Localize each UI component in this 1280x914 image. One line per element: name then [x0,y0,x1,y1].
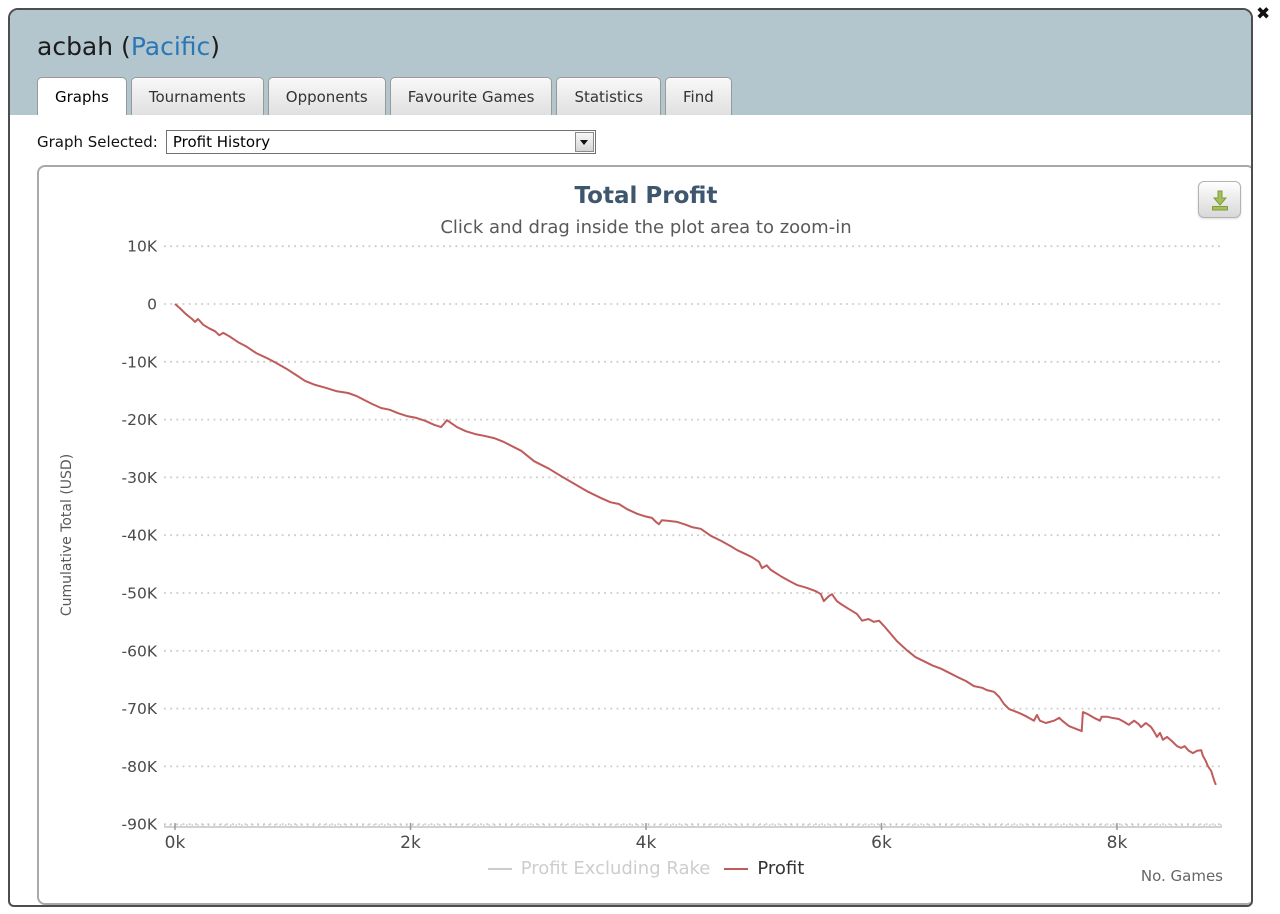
tab-graphs[interactable]: Graphs [37,77,127,115]
y-tick-label: -70K [122,700,158,718]
tab-statistics[interactable]: Statistics [556,77,662,115]
x-tick-label: 2k [400,833,421,853]
y-tick-label: 0 [147,296,157,314]
tab-label: Favourite Games [407,87,535,106]
tab-tournaments[interactable]: Tournaments [130,77,264,115]
y-tick-label: -80K [122,758,158,776]
tab-label: Statistics [574,87,644,106]
paren-open: ( [113,32,131,61]
tab-bar: Graphs Tournaments Opponents Favourite G… [37,77,732,115]
profit-line [174,303,1217,786]
graph-select[interactable]: Profit History [165,130,596,154]
dropdown-arrow-icon[interactable] [574,132,594,152]
y-tick-label: -40K [122,527,158,545]
tab-opponents[interactable]: Opponents [267,77,386,115]
x-tick-label: 8k [1107,833,1128,853]
download-icon [1211,190,1228,210]
graph-selector-row: Graph Selected: Profit History [37,130,1251,154]
y-tick-label: -50K [122,585,158,603]
x-tick-label: 0k [165,833,186,853]
tab-label: Graphs [55,87,109,106]
legend-dash-icon [487,867,512,870]
chart-title: Total Profit [574,183,718,209]
tab-find[interactable]: Find [665,77,732,115]
legend-label: Profit [757,858,805,879]
legend-label: Profit Excluding Rake [520,858,711,879]
y-tick-label: -90K [122,816,158,834]
x-tick-label: 6k [871,833,892,853]
page-title: acbah (Pacific) [37,32,220,61]
y-tick-label: -20K [122,411,158,429]
player-stats-window: acbah (Pacific) Graphs Tournaments Oppon… [8,8,1253,907]
tab-label: Find [683,87,714,106]
chart-panel: Total Profit Click and drag inside the p… [37,165,1253,905]
player-name: acbah [37,32,114,61]
close-icon[interactable]: ✖ [1256,4,1271,24]
yaxis-title: Cumulative Total (USD) [59,454,75,616]
tab-label: Opponents [285,87,368,106]
xaxis-title: No. Games [1140,867,1223,885]
tab-label: Tournaments [148,87,246,106]
legend-item-profit[interactable]: Profit [724,858,804,879]
plot-area[interactable]: 10K 0 -10K -20K -30K -40K -50K -60K -70K -80K -90K… [39,167,1253,903]
graph-select-value: Profit History [172,133,271,151]
legend-item-profit-excluding-rake[interactable]: Profit Excluding Rake [487,858,711,879]
y-tick-label: 10K [127,238,158,256]
site-link[interactable]: Pacific [130,32,211,61]
chart-subtitle: Click and drag inside the plot area to z… [440,217,852,238]
chart-legend: Profit Excluding Rake Profit [39,858,1251,879]
download-button[interactable] [1198,181,1241,218]
y-tick-label: -30K [122,469,158,487]
y-tick-label: -10K [122,353,158,371]
y-tick-label: -60K [122,642,158,660]
x-tick-label: 4k [636,833,657,853]
paren-close: ) [210,32,221,61]
tab-favourite-games[interactable]: Favourite Games [389,77,553,115]
graph-selected-label: Graph Selected: [37,133,158,151]
window-header: acbah (Pacific) Graphs Tournaments Oppon… [10,10,1251,115]
legend-dash-icon [724,867,749,870]
